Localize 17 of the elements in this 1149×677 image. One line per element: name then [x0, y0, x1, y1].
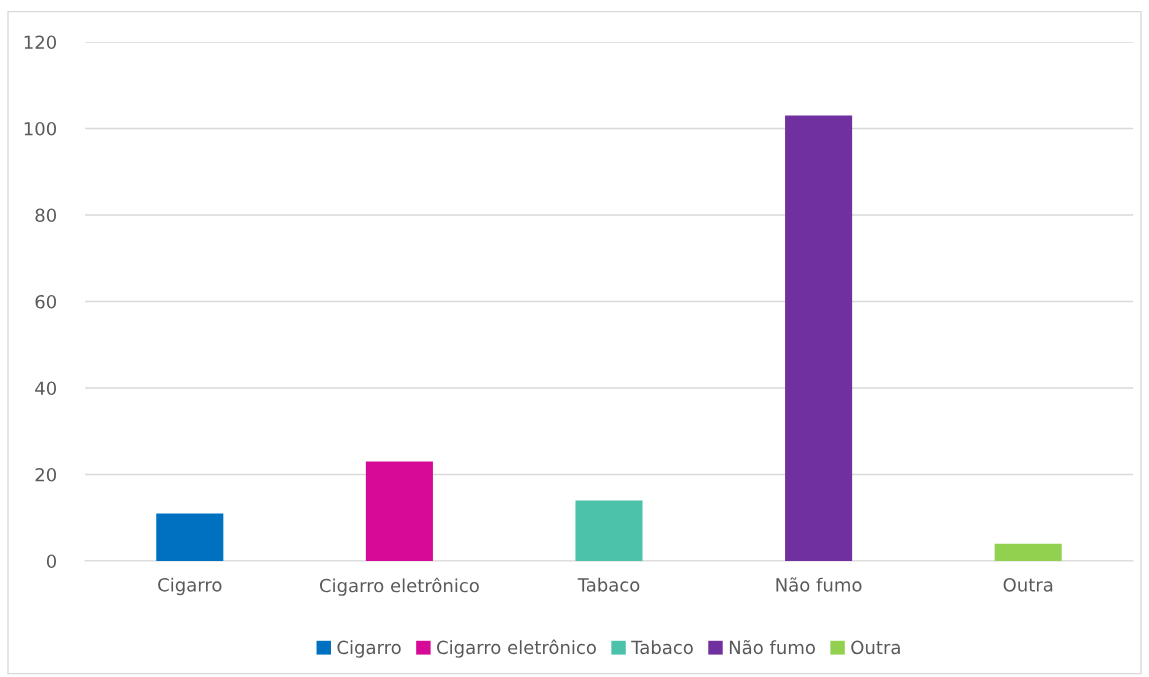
y-tick-label: 80 — [35, 208, 57, 223]
y-tick-label: 60 — [35, 294, 57, 309]
y-tick-label: 0 — [46, 554, 57, 569]
y-tick-label: 120 — [24, 35, 57, 50]
legend-label: Cigarro — [337, 640, 401, 658]
y-tick-label: 100 — [24, 121, 57, 136]
x-tick-label: Tabaco — [577, 577, 640, 592]
legend-label: Tabaco — [631, 640, 693, 655]
x-tick-label: Outra — [1003, 577, 1053, 592]
x-tick-label: Não fumo — [776, 577, 862, 592]
legend-label: Cigarro eletrônico — [437, 639, 596, 658]
x-tick-label: Cigarro eletrônico — [319, 577, 479, 596]
y-tick-label: 20 — [35, 467, 57, 482]
y-tick-label: 40 — [35, 381, 57, 396]
x-tick-label: Cigarro — [158, 577, 222, 596]
legend-label: Não fumo — [729, 639, 815, 655]
legend-label: Outra — [851, 640, 900, 655]
